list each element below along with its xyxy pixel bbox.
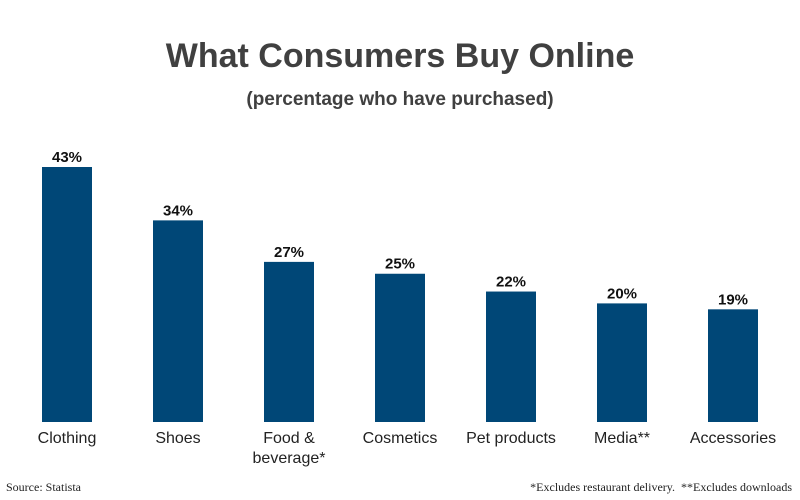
category-label: Clothing	[38, 430, 97, 447]
bar-value-label: 27%	[274, 244, 304, 261]
bar-value-label: 43%	[52, 149, 82, 166]
category-label: Accessories	[690, 430, 776, 447]
bar-value-label: 20%	[607, 285, 637, 302]
bar-5	[597, 303, 647, 422]
bar-value-label: 19%	[718, 291, 748, 308]
source-note: Source: Statista	[6, 480, 81, 494]
category-label: Pet products	[466, 430, 556, 447]
bar-value-label: 34%	[163, 202, 193, 219]
footnotes: *Excludes restaurant delivery. **Exclude…	[530, 480, 792, 494]
bar-6	[708, 309, 758, 422]
category-label: Media**	[594, 430, 650, 447]
chart-subtitle: (percentage who have purchased)	[246, 89, 554, 110]
chart-title: What Consumers Buy Online	[165, 37, 635, 75]
bar-0	[42, 167, 92, 422]
bar-2	[264, 261, 314, 422]
bar-1	[153, 220, 203, 422]
category-label: Food & beverage*	[253, 430, 326, 467]
bar-value-label: 25%	[385, 256, 415, 273]
bar-value-label: 22%	[496, 274, 526, 291]
bar-3	[375, 273, 425, 422]
category-label: Cosmetics	[363, 430, 438, 447]
category-label: Shoes	[155, 430, 200, 447]
bar-4	[486, 291, 536, 422]
